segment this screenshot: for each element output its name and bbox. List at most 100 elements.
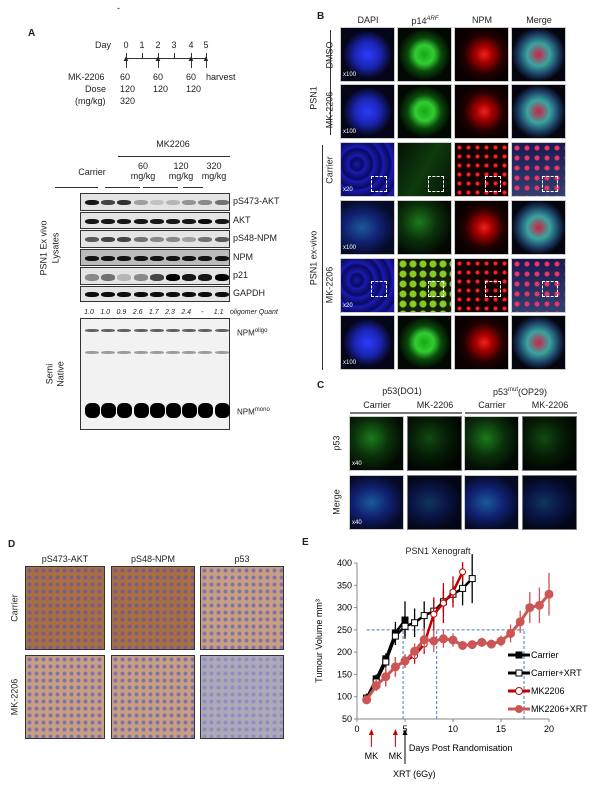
day-tick xyxy=(142,53,143,58)
blot-strip xyxy=(80,193,230,211)
row-label: p53 xyxy=(331,435,342,451)
dose-group-label: Carrier xyxy=(78,167,106,177)
intermediate-band xyxy=(214,351,229,354)
blot-strip xyxy=(80,230,230,248)
inset-box xyxy=(485,281,501,297)
day-tick xyxy=(206,53,207,58)
panel-d-letter: D xyxy=(8,539,16,550)
intermediate-band xyxy=(182,351,197,354)
y-tick-label: 300 xyxy=(337,603,352,613)
group-divider xyxy=(350,412,462,414)
drug-label: MK-2206 xyxy=(68,72,105,82)
npm-mono-sup: mono xyxy=(254,407,270,413)
dose-value: 120 xyxy=(120,84,136,94)
day-tick-label: 3 xyxy=(171,40,177,50)
dose-arrow-stem xyxy=(126,60,127,68)
day-tick-label: 5 xyxy=(203,40,209,50)
micrograph xyxy=(340,315,395,370)
micrograph xyxy=(340,84,395,139)
blot-band xyxy=(149,200,164,205)
blot-band xyxy=(149,292,164,297)
blot-band xyxy=(117,274,132,281)
blot-band xyxy=(198,274,213,281)
legend-marker xyxy=(515,651,523,659)
column-header: Merge xyxy=(526,15,552,25)
npm-mono-text: NPM xyxy=(237,407,255,417)
data-point xyxy=(438,634,448,644)
mono-band xyxy=(182,403,198,418)
inset-box xyxy=(428,281,444,297)
blot-band xyxy=(133,200,148,205)
magnification-label: x40 xyxy=(352,520,362,526)
quant-value: 2.3 xyxy=(165,309,175,316)
y-tick-label: 50 xyxy=(342,714,352,724)
y-tick-label: 150 xyxy=(337,669,352,679)
oligo-band xyxy=(214,329,229,332)
blot-band xyxy=(101,292,116,297)
day-label: Day xyxy=(95,40,112,50)
x-axis-label: Days Post Randomisation xyxy=(409,743,513,753)
blot-band xyxy=(133,274,148,281)
column-header-p14arf: p14ARF xyxy=(411,16,438,26)
blot-band xyxy=(133,237,148,242)
column-header: NPM xyxy=(472,15,492,25)
column-header: Carrier xyxy=(363,400,391,410)
panel-b-letter: B xyxy=(317,11,325,22)
column-header: MK-2206 xyxy=(416,400,454,410)
micrograph xyxy=(522,475,577,530)
npm-oligo-text: NPM xyxy=(237,328,255,338)
micrograph xyxy=(454,84,509,139)
annotation-label: MK xyxy=(389,751,403,761)
blot-band xyxy=(85,274,99,281)
legend-label: Carrier xyxy=(531,650,559,660)
panel-e-letter: E xyxy=(302,537,309,548)
exvivo-label: PSN1 ex-vivo xyxy=(308,230,319,286)
y-tick-label: 400 xyxy=(337,558,352,568)
day-tick-label: 2 xyxy=(155,40,161,50)
blot-band xyxy=(166,292,180,297)
blot-band xyxy=(85,237,99,242)
native-label-1: Semi xyxy=(44,363,55,385)
y-axis-label: Tumour Volume mm³ xyxy=(314,599,324,683)
magnification-label: x40 xyxy=(352,461,362,467)
quant-value: - xyxy=(201,309,204,316)
group-underline xyxy=(143,187,178,188)
semi-native-blot xyxy=(80,318,230,430)
data-point xyxy=(439,599,447,607)
quant-value: 0.9 xyxy=(116,309,127,316)
blot-band xyxy=(182,200,197,205)
dose-unit-label: (mg/kg) xyxy=(75,96,106,106)
micrograph xyxy=(397,315,452,370)
arf-superscript: ARF xyxy=(426,16,439,22)
antibody-name: p53 xyxy=(492,387,508,397)
group-underline xyxy=(183,187,203,188)
harvest-label: harvest xyxy=(206,72,236,82)
day-tick xyxy=(158,53,159,58)
magnification-label: x20 xyxy=(343,303,353,309)
day-tick-label: 1 xyxy=(139,40,145,50)
column-header: MK-2206 xyxy=(531,400,569,410)
dose-value: 120 xyxy=(186,84,202,94)
tumour-volume-chart: 5010015020025030035040005101520Tumour Vo… xyxy=(314,554,588,779)
oligo-band xyxy=(85,329,99,332)
x-tick-label: 15 xyxy=(496,724,506,734)
data-point xyxy=(544,589,554,599)
blot-band xyxy=(166,274,180,281)
blot-band xyxy=(149,255,164,261)
antibody-clone: (OP29) xyxy=(518,387,548,397)
blot-band xyxy=(166,200,180,205)
data-point xyxy=(467,640,477,650)
data-point xyxy=(496,636,506,646)
blot-label: GAPDH xyxy=(233,288,266,298)
oligo-band xyxy=(133,329,148,332)
data-point xyxy=(430,610,438,618)
blot-band xyxy=(101,200,116,205)
magnification-label: x100 xyxy=(343,245,357,251)
mut-superscript: mut xyxy=(508,387,519,393)
quant-value: 1.0 xyxy=(100,309,111,316)
micrograph xyxy=(397,200,452,255)
inset-box xyxy=(542,281,558,297)
data-point xyxy=(525,603,535,613)
legend-label: MK2206+XRT xyxy=(531,704,588,714)
